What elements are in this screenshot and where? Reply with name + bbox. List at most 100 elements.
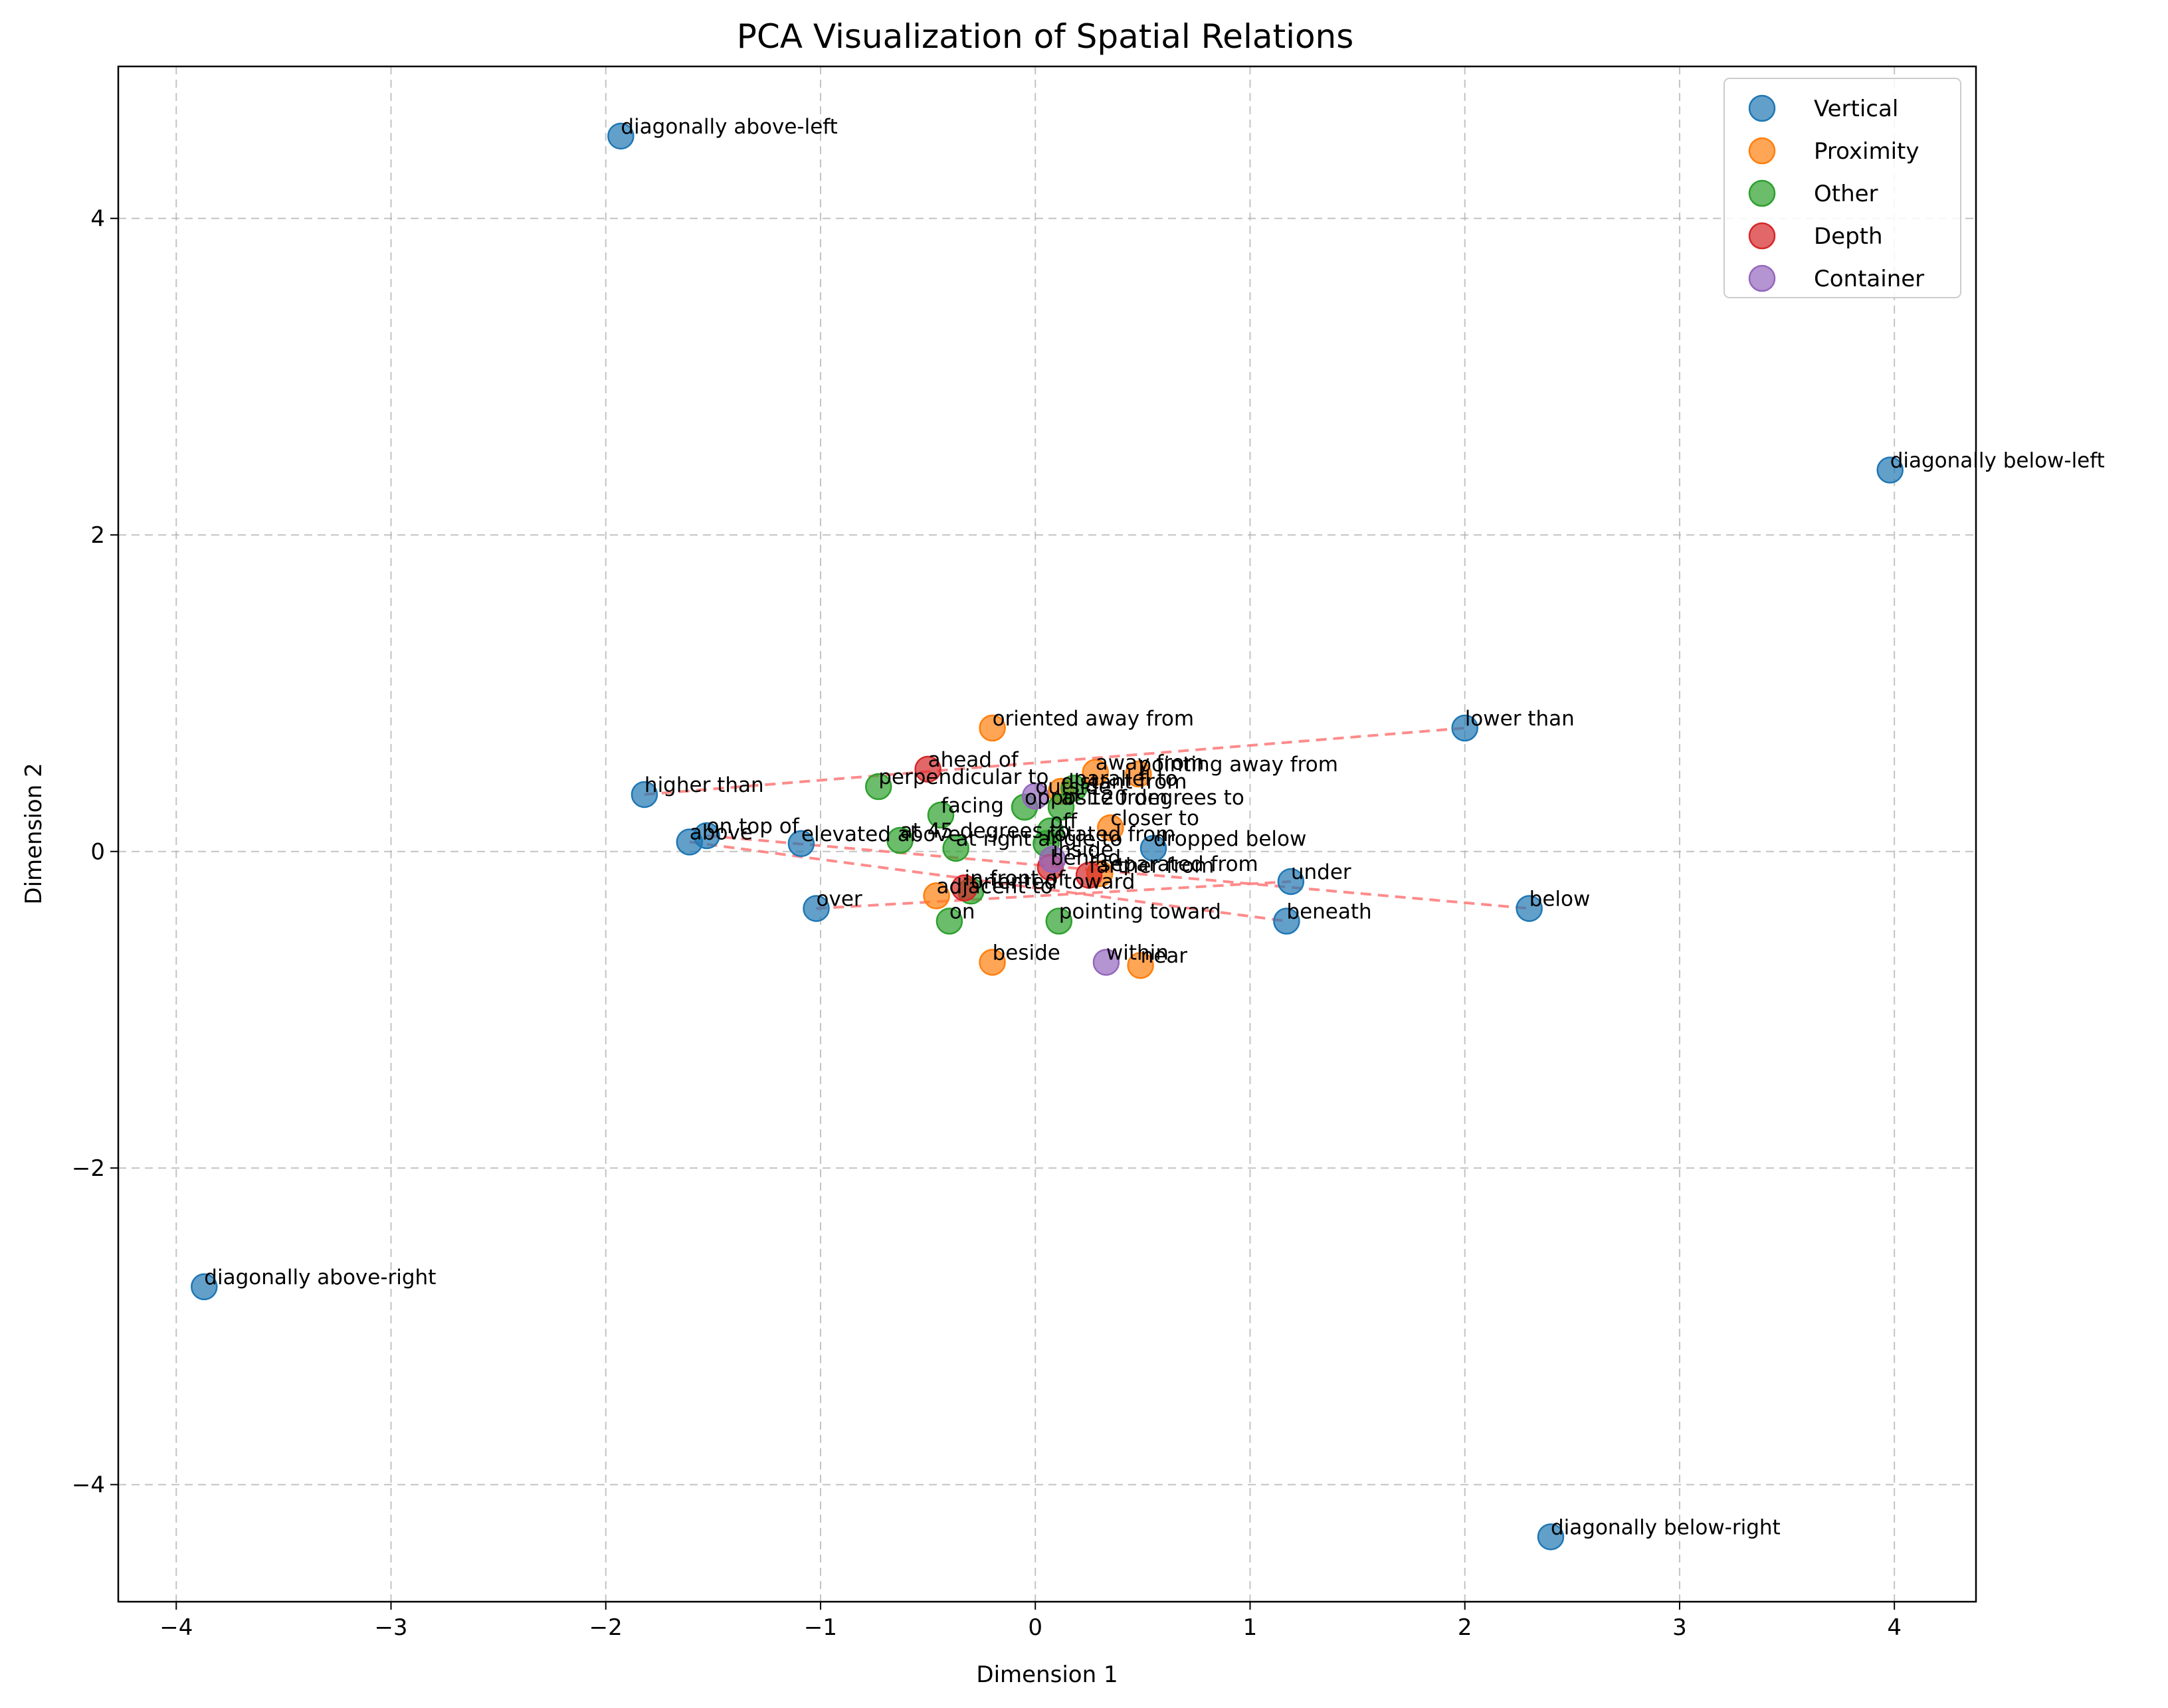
x-tick-label: 0 xyxy=(1028,1614,1042,1641)
data-point xyxy=(787,830,815,858)
x-tick-label: −4 xyxy=(159,1614,193,1641)
point-label: elevated above xyxy=(801,822,961,846)
data-point xyxy=(631,781,658,808)
point-label: off xyxy=(1050,810,1078,834)
data-point xyxy=(1045,907,1073,935)
point-label: opposite from xyxy=(1025,786,1167,810)
point-label: higher than xyxy=(644,773,764,797)
connector-line xyxy=(816,880,1291,910)
point-label: at right angle to xyxy=(956,827,1123,851)
data-point xyxy=(1273,907,1300,935)
point-label: facing xyxy=(941,794,1004,818)
point-label: pointing toward xyxy=(1059,900,1221,924)
legend-marker xyxy=(1748,179,1776,207)
point-label: outside xyxy=(1035,775,1111,799)
legend-label: Container xyxy=(1814,266,1924,292)
legend-marker xyxy=(1748,137,1776,165)
legend: Vertical Proximity Other Depth Container xyxy=(1724,78,1961,298)
point-label: inside xyxy=(1052,838,1114,862)
point-label: diagonally below-left xyxy=(1890,449,2105,473)
point-label: beside xyxy=(993,941,1060,965)
point-label: farther from xyxy=(1089,854,1214,878)
x-tick-label: 4 xyxy=(1887,1614,1902,1641)
data-point xyxy=(865,773,892,801)
data-point xyxy=(914,755,941,783)
data-point xyxy=(1047,793,1075,821)
data-point xyxy=(1021,783,1049,810)
x-tick-label: −3 xyxy=(374,1614,407,1641)
legend-marker xyxy=(1748,222,1776,250)
legend-label: Vertical xyxy=(1814,96,1898,122)
x-tick-label: 2 xyxy=(1458,1614,1472,1641)
point-label: diagonally below-right xyxy=(1551,1515,1781,1539)
point-label: on top of xyxy=(707,814,800,838)
legend-box xyxy=(1724,78,1961,298)
data-point xyxy=(1876,456,1904,484)
data-point xyxy=(886,826,914,854)
point-label: oriented away from xyxy=(993,707,1195,731)
data-point xyxy=(1038,846,1066,873)
legend-marker xyxy=(1748,264,1776,292)
point-label: in front of xyxy=(965,867,1066,891)
data-point xyxy=(1516,895,1543,922)
point-labels: diagonally above-left diagonally below-le… xyxy=(204,115,2104,1539)
y-tick-label: −2 xyxy=(72,1155,105,1182)
point-label: parallel to xyxy=(1074,767,1177,791)
point-label: closer to xyxy=(1110,807,1199,830)
point-label: over xyxy=(817,887,862,911)
point-label: separated from xyxy=(1100,852,1258,876)
data-point xyxy=(923,882,950,909)
point-label: pointing away from xyxy=(1138,753,1338,777)
connector-lines xyxy=(644,726,1529,923)
x-tick-label: 3 xyxy=(1672,1614,1687,1641)
y-tick-label: 0 xyxy=(90,839,105,866)
data-point xyxy=(1451,714,1478,742)
data-point xyxy=(942,834,969,862)
data-point xyxy=(1139,834,1167,862)
point-label: beneath xyxy=(1286,900,1371,924)
point-label: perpendicular to xyxy=(878,765,1048,789)
point-label: near xyxy=(1141,944,1188,968)
point-label: at 45 degrees to xyxy=(900,819,1070,843)
point-label: distant from xyxy=(1061,770,1187,794)
data-point xyxy=(936,907,963,935)
data-points xyxy=(191,122,1904,1551)
grid-lines xyxy=(118,66,1976,1602)
data-point xyxy=(1097,814,1124,842)
x-tick-label: −1 xyxy=(804,1614,837,1641)
y-axis-ticks: −4 −2 0 2 4 xyxy=(72,206,118,1499)
legend-label: Other xyxy=(1814,181,1878,207)
point-label: above xyxy=(690,820,753,844)
x-axis-label: Dimension 1 xyxy=(976,1661,1118,1688)
point-label: rotated from xyxy=(1046,822,1175,846)
point-label: adjacent to xyxy=(937,874,1053,898)
data-point xyxy=(803,895,830,922)
point-label: ahead of xyxy=(928,748,1019,772)
point-label: oriented toward xyxy=(971,870,1135,894)
data-point xyxy=(191,1273,218,1301)
data-point xyxy=(1075,862,1103,889)
data-point xyxy=(676,828,704,856)
y-tick-label: 2 xyxy=(90,522,105,549)
legend-marker xyxy=(1748,94,1776,122)
data-point xyxy=(979,714,1006,742)
point-label: below xyxy=(1529,887,1591,911)
point-label: dropped below xyxy=(1153,827,1306,851)
data-point xyxy=(607,122,635,150)
data-point xyxy=(1092,949,1120,976)
data-point xyxy=(1060,775,1088,802)
point-label: on xyxy=(949,900,975,924)
x-tick-label: −2 xyxy=(589,1614,623,1641)
point-label: away from xyxy=(1096,751,1205,775)
connector-line xyxy=(689,840,1287,923)
data-point xyxy=(927,801,955,829)
data-point xyxy=(1125,760,1152,788)
point-label: behind xyxy=(1050,846,1121,870)
point-label: diagonally above-left xyxy=(621,115,837,139)
legend-label: Proximity xyxy=(1814,138,1919,165)
point-label: diagonally above-right xyxy=(204,1266,436,1289)
point-label: within xyxy=(1106,941,1169,965)
point-label: under xyxy=(1291,860,1351,884)
point-label: lower than xyxy=(1465,707,1575,731)
